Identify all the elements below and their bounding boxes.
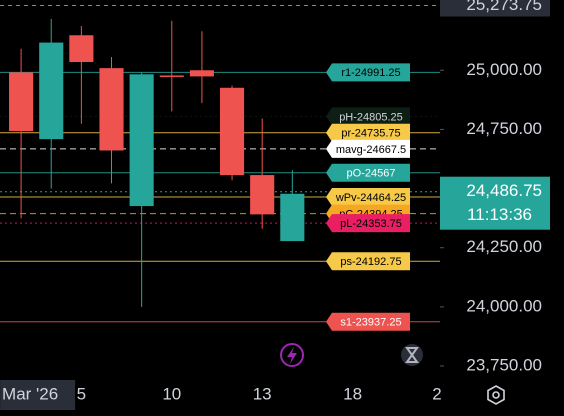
- level-tag: [326, 139, 410, 158]
- level-label: mavg-24667.5: [336, 144, 406, 156]
- x-tick-label: Mar '26: [2, 384, 58, 403]
- candle-body: [69, 35, 94, 62]
- level-label: pr-24735.75: [341, 128, 400, 140]
- level-tag: [326, 214, 410, 233]
- x-tick-label: 2: [432, 384, 441, 403]
- y-tick-label: 24,250.00: [466, 237, 542, 256]
- level-tag: [326, 312, 410, 331]
- x-tick-label: 13: [253, 384, 272, 403]
- y-tick-label: 23,750.00: [466, 355, 542, 374]
- marker-box: [440, 0, 550, 17]
- level-label: s1-23937.25: [340, 317, 401, 329]
- replay-icon[interactable]: [401, 344, 423, 366]
- level-label: pH-24805.25: [339, 111, 403, 123]
- level-tag: [326, 252, 410, 271]
- y-tick-label: 24,750.00: [466, 119, 542, 138]
- candle-body: [220, 87, 245, 176]
- candle-body: [159, 75, 184, 77]
- last-price-label: 24,486.75: [466, 181, 542, 200]
- last-price-box: [440, 176, 550, 230]
- level-label: ps-24192.75: [340, 256, 401, 268]
- candle-body: [129, 74, 154, 207]
- candle-body: [250, 175, 275, 215]
- candle-body: [99, 68, 124, 151]
- level-tag: [326, 107, 410, 126]
- y-tick-label: 25,000.00: [466, 60, 542, 79]
- level-label: pO-24567: [347, 168, 396, 180]
- candle-body: [39, 42, 64, 140]
- countdown-label: 11:13:36: [467, 205, 532, 224]
- candle-body: [9, 72, 34, 132]
- x-cursor-box: [0, 380, 76, 410]
- marker-label: 25,273.75: [466, 0, 542, 14]
- lightning-icon[interactable]: [280, 343, 304, 367]
- x-tick-label: 5: [77, 384, 86, 403]
- level-label: r1-24991.25: [341, 67, 400, 79]
- y-tick-label: 24,000.00: [466, 296, 542, 315]
- level-tag: [326, 123, 410, 142]
- level-tag: [326, 188, 410, 207]
- x-tick-label: 18: [343, 384, 362, 403]
- candle-body: [189, 70, 214, 77]
- candle-body: [280, 193, 305, 242]
- settings-icon[interactable]: [487, 385, 505, 405]
- level-tag: [326, 163, 410, 182]
- level-label: wPv-24464.25: [335, 192, 406, 204]
- x-tick-label: 10: [162, 384, 181, 403]
- level-tag: [326, 63, 410, 82]
- level-label: pL-24353.75: [340, 218, 402, 230]
